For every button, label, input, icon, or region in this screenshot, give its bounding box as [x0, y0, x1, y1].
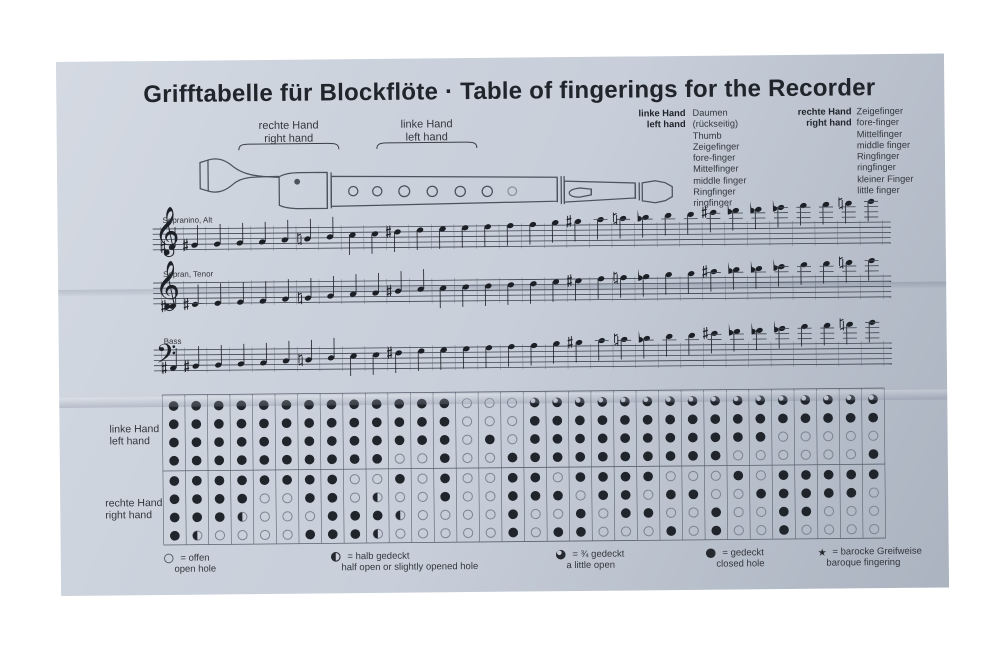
- svg-text:★: ★: [818, 548, 827, 558]
